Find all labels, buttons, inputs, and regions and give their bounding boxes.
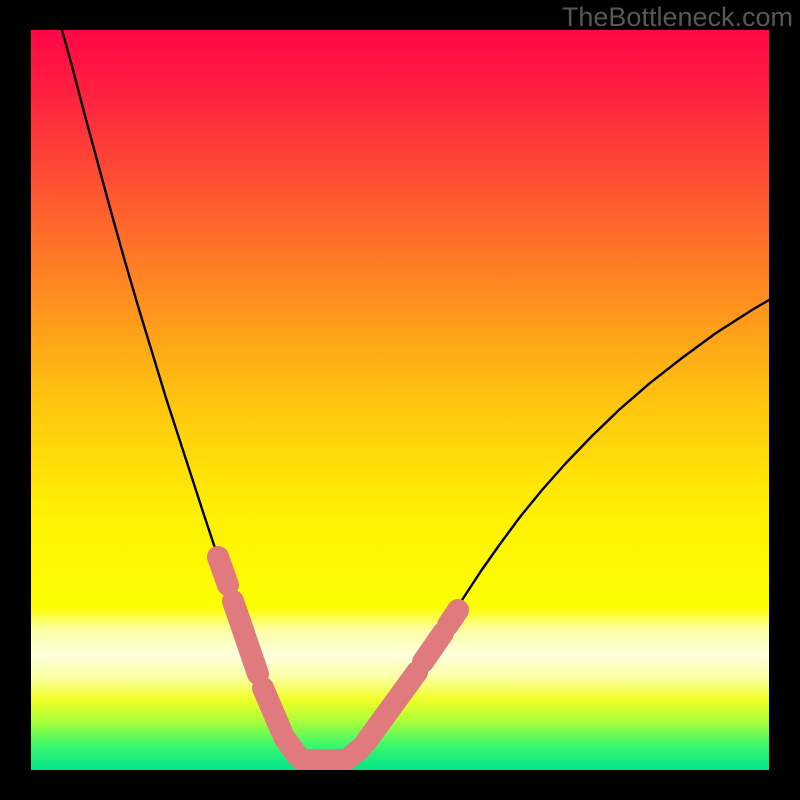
watermark-text: TheBottleneck.com: [562, 2, 793, 33]
pink-band-segment: [448, 610, 458, 625]
gradient-background: [31, 30, 769, 770]
chart-svg: [0, 0, 800, 800]
pink-band-segment: [218, 557, 228, 585]
